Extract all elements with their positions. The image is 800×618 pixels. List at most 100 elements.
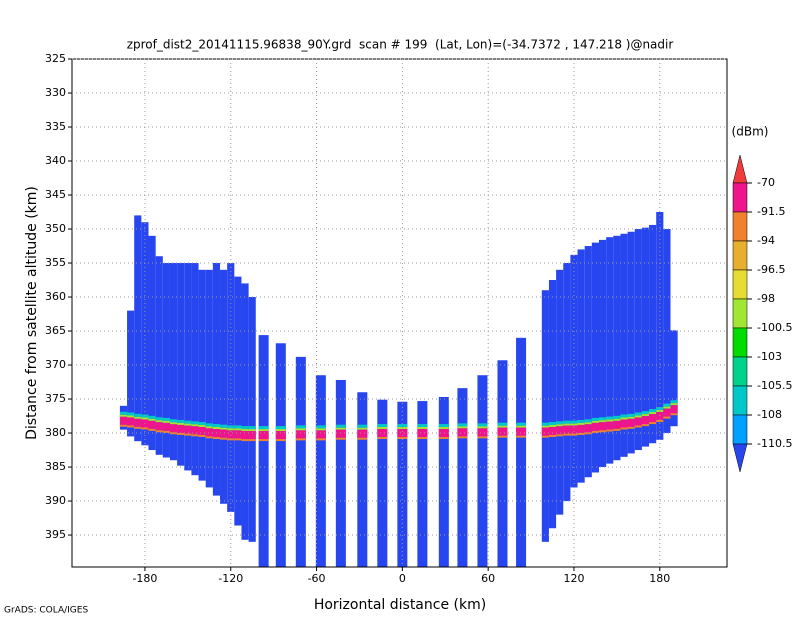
surface-echo bbox=[258, 431, 269, 440]
y-tick-label: 330 bbox=[45, 86, 66, 99]
footprint bbox=[548, 280, 557, 529]
surface-halo bbox=[148, 415, 156, 419]
surface-edge bbox=[670, 403, 678, 406]
y-tick-label: 370 bbox=[45, 358, 66, 371]
footprint bbox=[220, 269, 228, 504]
footprint bbox=[670, 330, 678, 427]
surface-halo bbox=[497, 422, 508, 426]
colorbar-segment bbox=[732, 269, 748, 300]
surface-halo bbox=[516, 422, 527, 426]
x-tick-label: 0 bbox=[399, 572, 406, 585]
surface-edge bbox=[556, 424, 564, 427]
colorbar-cap bbox=[732, 443, 748, 473]
surface-edge bbox=[599, 420, 607, 423]
x-axis-label: Horizontal distance (km) bbox=[314, 597, 486, 613]
surface-tail bbox=[613, 428, 621, 431]
surface-tail bbox=[335, 437, 346, 440]
surface-halo bbox=[119, 411, 128, 415]
surface-tail bbox=[577, 432, 585, 435]
surface-halo bbox=[234, 425, 242, 429]
footprint bbox=[606, 237, 614, 464]
colorbar-label: -91.5 bbox=[757, 205, 785, 218]
surface-tail bbox=[417, 437, 428, 440]
surface-tail bbox=[162, 430, 170, 433]
surface-edge bbox=[335, 427, 346, 430]
surface-halo bbox=[634, 412, 642, 416]
y-tick-label: 360 bbox=[45, 290, 66, 303]
footprint bbox=[541, 290, 549, 542]
colorbar-label: -103 bbox=[757, 350, 782, 363]
surface-halo bbox=[141, 414, 149, 418]
footprint bbox=[315, 375, 326, 567]
surface-echo bbox=[591, 422, 600, 431]
surface-halo bbox=[613, 415, 621, 419]
surface-echo bbox=[397, 429, 408, 438]
surface-echo bbox=[663, 408, 671, 417]
surface-tail bbox=[258, 439, 269, 442]
surface-tail bbox=[516, 435, 527, 438]
surface-halo bbox=[134, 413, 142, 417]
footprint bbox=[134, 215, 142, 442]
footprint bbox=[177, 263, 185, 466]
surface-echo bbox=[227, 430, 235, 439]
surface-edge bbox=[205, 426, 213, 429]
surface-tail bbox=[627, 426, 635, 429]
surface-tail bbox=[191, 434, 199, 437]
surface-edge bbox=[606, 419, 614, 422]
y-tick-label: 340 bbox=[45, 154, 66, 167]
surface-halo bbox=[357, 424, 368, 428]
surface-edge bbox=[162, 420, 170, 423]
footprint bbox=[577, 249, 585, 483]
x-tick-label: -180 bbox=[132, 572, 157, 585]
surface-halo bbox=[184, 420, 192, 424]
surface-tail bbox=[656, 420, 664, 423]
surface-echo bbox=[177, 424, 185, 433]
footprint bbox=[397, 401, 408, 567]
footprint bbox=[649, 224, 657, 444]
surface-tail bbox=[155, 430, 163, 433]
surface-halo bbox=[295, 425, 306, 429]
surface-halo bbox=[606, 416, 614, 420]
footprint bbox=[591, 242, 600, 473]
surface-edge bbox=[212, 427, 221, 430]
surface-halo bbox=[641, 411, 650, 415]
surface-tail bbox=[148, 428, 156, 431]
footprint bbox=[477, 375, 488, 567]
surface-edge bbox=[516, 425, 527, 428]
surface-halo bbox=[584, 419, 592, 423]
surface-edge bbox=[641, 414, 650, 417]
x-tick-label: -120 bbox=[218, 572, 243, 585]
surface-tail bbox=[295, 438, 306, 441]
surface-edge bbox=[541, 425, 549, 428]
y-tick-label: 345 bbox=[45, 188, 66, 201]
colorbar-label: -98 bbox=[757, 292, 775, 305]
footprint bbox=[258, 335, 269, 567]
surface-halo bbox=[220, 424, 228, 428]
surface-tail bbox=[241, 439, 249, 442]
footprint bbox=[634, 229, 642, 451]
surface-echo bbox=[599, 422, 607, 431]
surface-tail bbox=[649, 422, 657, 425]
footprint bbox=[516, 337, 527, 567]
footprint bbox=[641, 227, 650, 447]
colorbar-label: -105.5 bbox=[757, 379, 792, 392]
colorbar-label: -110.5 bbox=[757, 437, 792, 450]
y-tick-label: 380 bbox=[45, 426, 66, 439]
y-tick-label: 355 bbox=[45, 256, 66, 269]
surface-halo bbox=[417, 424, 428, 428]
footprint bbox=[141, 222, 149, 446]
x-tick-label: 120 bbox=[563, 572, 584, 585]
colorbar-segment bbox=[732, 385, 748, 416]
surface-tail bbox=[477, 436, 488, 439]
surface-halo bbox=[556, 421, 564, 425]
y-tick-label: 385 bbox=[45, 460, 66, 473]
plot-frame bbox=[71, 58, 728, 568]
surface-tail bbox=[127, 425, 135, 428]
surface-edge bbox=[315, 428, 326, 431]
surface-halo bbox=[670, 400, 678, 404]
surface-echo bbox=[541, 427, 549, 436]
surface-edge bbox=[134, 416, 142, 419]
surface-echo bbox=[548, 426, 557, 435]
surface-tail bbox=[397, 437, 408, 440]
surface-edge bbox=[570, 423, 578, 426]
